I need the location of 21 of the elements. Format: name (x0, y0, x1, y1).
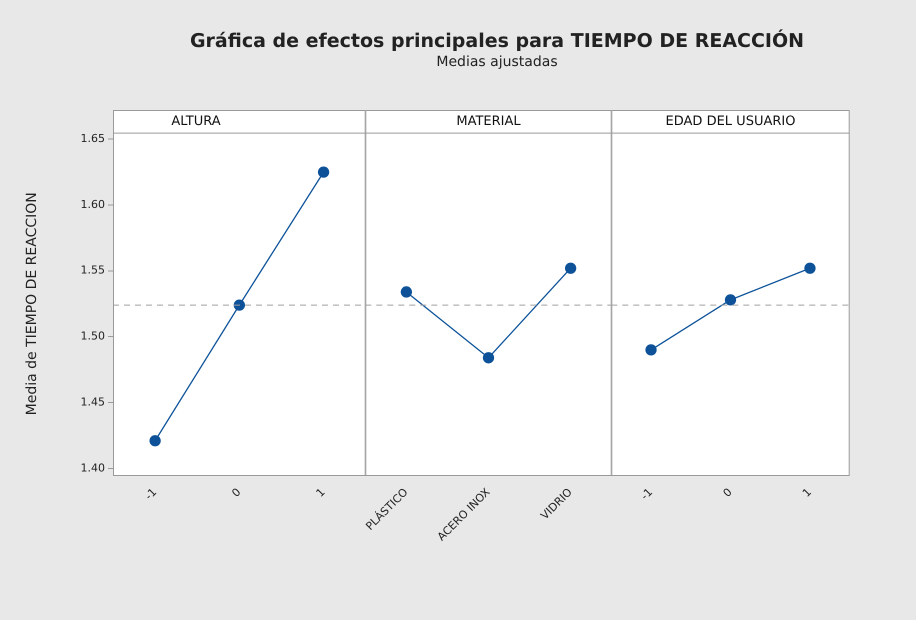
y-axis-title: Media de TIEMPO DE REACCION (24, 192, 40, 416)
chart-title: MATERIAL (456, 114, 522, 130)
y-tick-label: 1.55 (80, 264, 105, 277)
x-tick-label: -1 (142, 486, 160, 503)
x-tick-label: 0 (229, 486, 244, 500)
text: Gráfica de efectos principales para TIEMPO DE REACCIÓN (188, 30, 806, 52)
x-tick-label: -1 (638, 486, 656, 503)
point (318, 166, 330, 178)
y-tick-label: 1.40 (80, 461, 105, 474)
point (149, 435, 161, 446)
text: Medias ajustadas (435, 54, 559, 70)
y-tick-label: 1.65 (80, 132, 105, 146)
y-tick-label: 1.50 (80, 330, 105, 343)
chart-title: ALTURA (171, 114, 221, 130)
x-tick-label: 1 (314, 486, 328, 500)
y-tick-label: 1.60 (80, 198, 105, 211)
chart-title: EDAD DEL USUARIO (666, 114, 796, 130)
x-tick-label: 0 (720, 486, 735, 500)
point (234, 299, 245, 311)
x-tick-label: 1 (800, 486, 814, 500)
y-tick-label: 1.45 (80, 395, 105, 408)
